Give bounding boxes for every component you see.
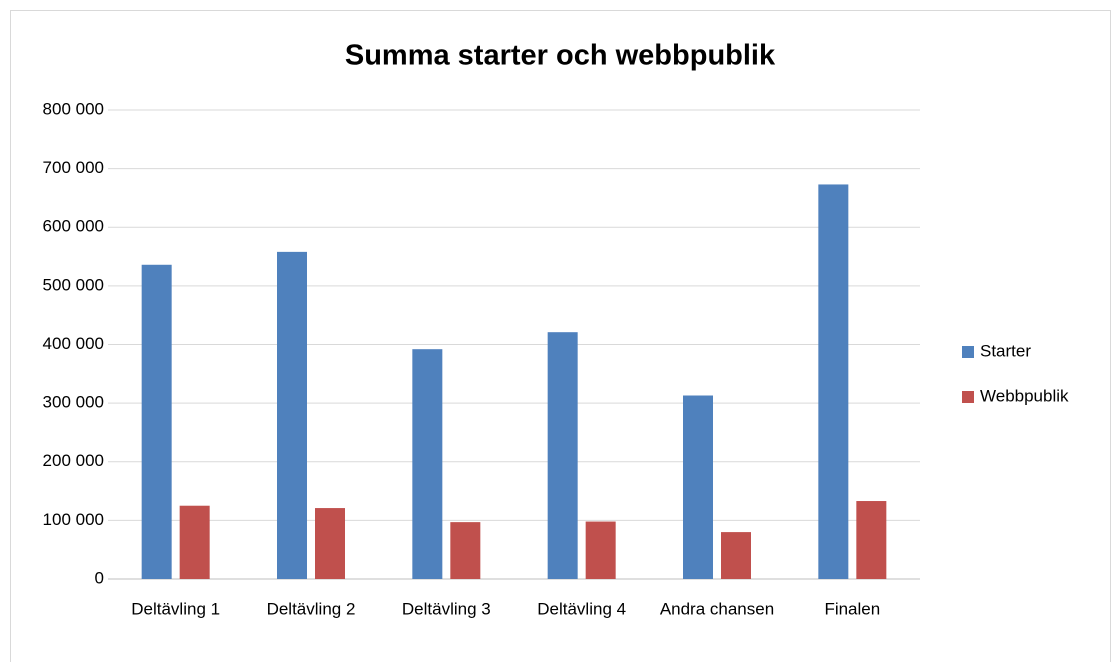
x-tick-label: Andra chansen <box>660 599 774 618</box>
legend-label: Webbpublik <box>980 386 1069 405</box>
x-tick-label: Finalen <box>824 599 880 618</box>
bar <box>141 264 172 579</box>
y-tick-label: 100 000 <box>43 510 104 529</box>
y-tick-label: 0 <box>95 568 104 587</box>
bar <box>585 521 616 579</box>
bar <box>721 532 751 579</box>
y-tick-label: 700 000 <box>43 158 104 177</box>
bar <box>277 251 307 579</box>
y-tick-label: 800 000 <box>43 99 104 118</box>
bar <box>547 332 578 579</box>
bar <box>179 505 210 579</box>
y-tick-label: 500 000 <box>43 275 104 294</box>
legend-swatch <box>962 391 974 403</box>
bar <box>315 508 345 579</box>
legend-swatch <box>962 346 974 358</box>
x-tick-label: Deltävling 4 <box>537 599 626 618</box>
y-tick-label: 200 000 <box>43 451 104 470</box>
bar <box>856 501 887 579</box>
chart-title: Summa starter och webbpublik <box>345 40 776 72</box>
bar <box>412 349 443 579</box>
bar <box>818 184 849 580</box>
x-tick-label: Deltävling 3 <box>402 599 491 618</box>
y-tick-label: 600 000 <box>43 217 104 236</box>
bar <box>450 522 481 579</box>
x-tick-label: Deltävling 2 <box>267 599 356 618</box>
y-tick-label: 400 000 <box>43 334 104 353</box>
bar <box>683 395 713 579</box>
legend-label: Starter <box>980 341 1031 360</box>
x-tick-label: Deltävling 1 <box>131 599 220 618</box>
y-tick-label: 300 000 <box>43 393 104 412</box>
